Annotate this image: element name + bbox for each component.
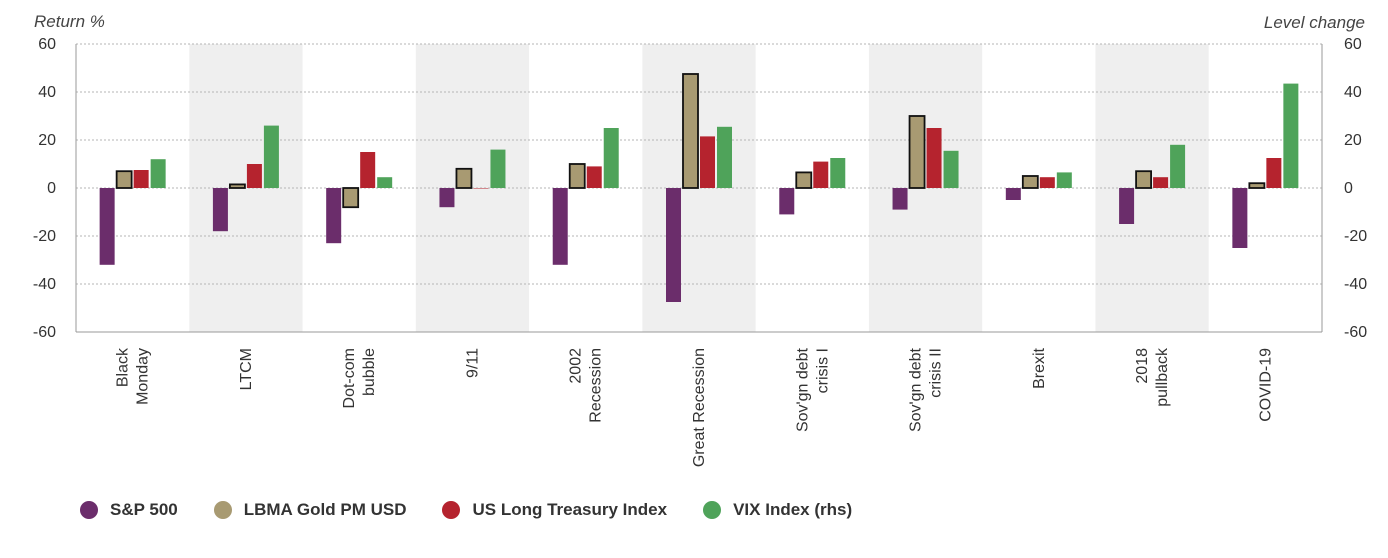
left-y-tick-label: 60 [38,36,56,53]
right-y-tick-label: -40 [1344,276,1367,293]
bar [717,126,732,188]
left-axis-title: Return % [34,12,105,31]
bar [439,188,455,208]
right-y-tick-label: 0 [1344,180,1353,197]
bar [1153,177,1169,188]
category-label: 2002 [568,348,585,384]
bar [1248,182,1266,189]
bar [1119,188,1135,224]
bar [246,164,262,188]
bar [1056,172,1072,188]
category-bands [189,44,1209,332]
legend-label: LBMA Gold PM USD [243,500,407,519]
bar [263,125,279,188]
right-y-tick-label: 40 [1344,84,1362,101]
left-y-tick-label: 20 [38,132,56,149]
bar [892,188,908,210]
legend-item: US Long Treasury Index [442,500,667,520]
legend-swatch [213,501,232,519]
bar [473,188,489,189]
chart: Return % Level change -60 -40 -20 0 20 40 60 -… [33,12,1367,467]
bar [813,161,829,188]
category-label: Brexit [1031,347,1048,388]
bar [1039,177,1055,188]
bar [99,188,115,265]
right-y-ticks: -60 -40 -20 0 20 40 60 [1344,36,1367,341]
right-axis-title: Level change [1264,13,1365,32]
bar [795,171,813,189]
left-y-tick-label: 0 [47,180,56,197]
bar [568,163,586,189]
bar [1021,175,1039,189]
bar [908,115,926,189]
bar [377,177,393,188]
category-label: Dot-com [341,348,358,408]
bar [490,149,506,188]
left-y-tick-label: -60 [33,324,56,341]
category-label: crisis II [928,348,945,398]
bar [682,73,699,189]
bar [115,170,133,189]
bar [455,167,473,189]
legend-label: VIX Index (rhs) [733,500,853,519]
category-label: crisis I [814,348,831,393]
legend-item: LBMA Gold PM USD [213,500,407,520]
category-label: Sov'gn debt [794,347,811,432]
bar [1005,188,1021,200]
bar [552,188,568,265]
right-y-tick-label: 20 [1344,132,1362,149]
category-label: Monday [135,348,152,405]
legend-swatch [442,501,461,519]
category-label: Great Recession [691,348,708,467]
category-label: pullback [1154,347,1171,407]
left-y-ticks: -60 -40 -20 0 20 40 60 [33,36,56,341]
right-y-tick-label: 60 [1344,36,1362,53]
bar [326,188,342,244]
category-band [642,44,756,332]
category-label: bubble [361,348,378,396]
bar [229,183,246,189]
legend-item: VIX Index (rhs) [703,500,852,520]
legend: S&P 500 LBMA Gold PM USD US Long Treasury … [80,500,888,520]
category-label: COVID-19 [1257,348,1274,422]
bar [1283,83,1299,188]
bar [1135,170,1152,189]
bar [666,188,681,302]
category-label: Black [115,347,132,387]
bar [943,150,959,188]
category-labels: Black Monday LTCM Dot-com bubble 9/11 2002 Rece… [115,347,1275,467]
axes [75,44,1323,333]
bar [1266,158,1282,188]
legend-label: US Long Treasury Index [472,500,668,519]
bar [133,170,149,188]
legend-label: S&P 500 [110,500,178,519]
bar [830,158,846,188]
category-label: LTCM [238,348,255,390]
category-label: 2018 [1134,348,1151,384]
bar [603,128,619,188]
bar [150,159,166,188]
right-y-tick-label: -20 [1344,228,1367,245]
right-y-tick-label: -60 [1344,324,1367,341]
legend-swatch [703,501,722,519]
bar [360,152,376,188]
category-label: Sov'gn debt [908,347,925,432]
bar [586,166,602,188]
legend-swatch [80,501,98,519]
bar [212,188,228,232]
category-label: Recession [588,348,605,423]
left-y-tick-label: -40 [33,276,56,293]
bar [779,188,795,215]
bar [700,136,715,188]
bar [926,128,942,188]
bars [99,73,1299,302]
bar [342,187,360,209]
left-y-tick-label: 40 [38,84,56,101]
category-label: 9/11 [464,348,481,378]
legend-item: S&P 500 [80,500,178,520]
bar [1170,144,1186,188]
bar [1232,188,1248,248]
left-y-tick-label: -20 [33,228,56,245]
